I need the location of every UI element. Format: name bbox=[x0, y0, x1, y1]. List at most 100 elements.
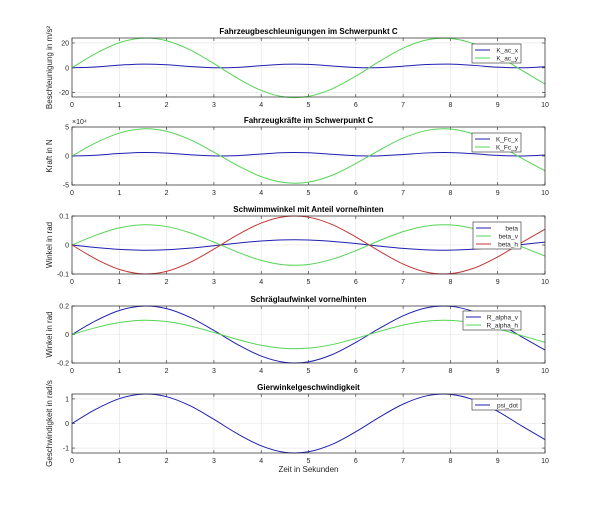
legend: K_ac_xK_ac_y bbox=[471, 43, 522, 64]
y-tick-label: 0.2 bbox=[59, 304, 69, 311]
legend-entry: beta bbox=[505, 225, 518, 232]
x-tick-label: 4 bbox=[259, 368, 263, 375]
axes-frame bbox=[71, 305, 546, 364]
x-tick-label: 10 bbox=[541, 458, 549, 465]
x-tick-label: 0 bbox=[70, 368, 74, 375]
axes-frame bbox=[71, 215, 546, 275]
y-axis-label: Geschwindigkeit in rad/s bbox=[45, 380, 54, 467]
legend-box bbox=[471, 398, 522, 411]
axes-frame bbox=[71, 37, 546, 98]
subplot-title: Schwimmwinkel mit Anteil vorne/hinten bbox=[233, 205, 384, 214]
y-tick-label: -1 bbox=[63, 446, 69, 453]
x-tick-label: 1 bbox=[117, 190, 121, 197]
y-tick-label: -0.2 bbox=[57, 361, 69, 368]
legend-entry: beta_v bbox=[498, 233, 518, 240]
x-tick-label: 4 bbox=[259, 458, 263, 465]
legend-entry: K_ac_y bbox=[496, 55, 518, 62]
x-tick-label: 9 bbox=[496, 102, 500, 109]
x-tick-label: 4 bbox=[259, 102, 263, 109]
x-tick-label: 1 bbox=[117, 368, 121, 375]
x-tick-label: 9 bbox=[496, 458, 500, 465]
x-tick-label: 1 bbox=[117, 279, 121, 286]
y-tick-label: -20 bbox=[59, 90, 69, 97]
x-tick-label: 0 bbox=[70, 190, 74, 197]
x-tick-label: 0 bbox=[70, 102, 74, 109]
x-tick-label: 9 bbox=[496, 368, 500, 375]
x-tick-label: 3 bbox=[212, 458, 216, 465]
x-tick-label: 5 bbox=[307, 368, 311, 375]
x-tick-label: 8 bbox=[448, 102, 452, 109]
series-line-beta bbox=[71, 239, 546, 251]
legend-entry: K_Fc_x bbox=[496, 136, 519, 143]
x-tick-label: 2 bbox=[165, 458, 169, 465]
x-tick-label: 10 bbox=[541, 368, 549, 375]
x-tick-label: 6 bbox=[354, 368, 358, 375]
y-exponent-label: ×10⁴ bbox=[72, 119, 87, 126]
x-tick-label: 3 bbox=[212, 368, 216, 375]
legend-entry: beta_h bbox=[498, 241, 518, 248]
x-tick-label: 10 bbox=[541, 279, 549, 286]
legend: psi_dot bbox=[471, 398, 522, 411]
y-tick-label: 0.1 bbox=[59, 214, 69, 221]
subplot-title: Fahrzeugbeschleunigungen im Schwerpunkt … bbox=[219, 27, 397, 36]
x-tick-label: 2 bbox=[165, 102, 169, 109]
subplot-1: 0 1 2 3 4 5 6 7 8 9 10-20020Fahrzeugbeschleunigung… bbox=[45, 26, 549, 109]
x-tick-label: 1 bbox=[117, 102, 121, 109]
y-axis-label: Winkel in rad bbox=[45, 222, 54, 268]
y-axis-label: Winkel in rad bbox=[45, 311, 54, 357]
x-tick-label: 10 bbox=[541, 102, 549, 109]
x-axis-label: Zeit in Sekunden bbox=[278, 465, 338, 474]
axes-frame bbox=[71, 126, 546, 186]
x-tick-label: 8 bbox=[448, 279, 452, 286]
y-tick-label: 1 bbox=[65, 396, 69, 403]
y-tick-label: 0 bbox=[65, 154, 69, 161]
legend: K_Fc_xK_Fc_y bbox=[471, 132, 522, 153]
y-tick-label: 0 bbox=[65, 421, 69, 428]
x-tick-label: 7 bbox=[401, 190, 405, 197]
series-line-beta-v bbox=[71, 224, 546, 266]
legend-entry: R_alpha_v bbox=[487, 314, 519, 321]
x-tick-label: 10 bbox=[541, 190, 549, 197]
x-tick-label: 1 bbox=[117, 458, 121, 465]
legend-entry: K_Fc_y bbox=[496, 144, 519, 151]
x-tick-label: 4 bbox=[259, 279, 263, 286]
x-tick-label: 7 bbox=[401, 368, 405, 375]
x-tick-label: 5 bbox=[307, 102, 311, 109]
subplot-title: Fahrzeugkräfte im Schwerpunkt C bbox=[244, 116, 374, 125]
x-tick-label: 7 bbox=[401, 279, 405, 286]
x-tick-label: 7 bbox=[401, 102, 405, 109]
x-tick-label: 8 bbox=[448, 458, 452, 465]
x-tick-label: 5 bbox=[307, 458, 311, 465]
y-tick-label: 0 bbox=[65, 243, 69, 250]
x-tick-label: 2 bbox=[165, 368, 169, 375]
x-tick-label: 7 bbox=[401, 458, 405, 465]
subplot-5: 0 1 2 3 4 5 6 7 8 9 10-101Gierwinkelgeschwindigkei… bbox=[45, 380, 549, 474]
x-tick-label: 3 bbox=[212, 279, 216, 286]
y-tick-label: -5 bbox=[63, 183, 69, 190]
x-tick-label: 9 bbox=[496, 190, 500, 197]
subplot-title: Gierwinkelgeschwindigkeit bbox=[257, 383, 360, 392]
axes-frame bbox=[71, 393, 546, 454]
y-tick-label: -0.1 bbox=[57, 272, 69, 279]
x-tick-label: 9 bbox=[496, 279, 500, 286]
series-line-k-fc-x bbox=[71, 152, 546, 157]
x-tick-label: 0 bbox=[70, 458, 74, 465]
y-tick-label: 20 bbox=[61, 40, 69, 47]
x-tick-label: 4 bbox=[259, 190, 263, 197]
series-line-k-fc-y bbox=[71, 128, 546, 184]
subplot-2: 0 1 2 3 4 5 6 7 8 9 10-505×10⁴ Fahrzeugkräfte im Sc… bbox=[45, 116, 549, 197]
legend-entry: K_ac_x bbox=[496, 47, 518, 54]
x-tick-label: 2 bbox=[165, 279, 169, 286]
x-tick-label: 3 bbox=[212, 190, 216, 197]
legend: R_alpha_vR_alpha_h bbox=[462, 310, 522, 331]
legend-entry: psi_dot bbox=[497, 402, 518, 409]
y-tick-label: 0 bbox=[65, 332, 69, 339]
y-axis-label: Kraft in N bbox=[45, 139, 54, 173]
x-tick-label: 8 bbox=[448, 368, 452, 375]
x-tick-label: 6 bbox=[354, 190, 358, 197]
x-tick-label: 6 bbox=[354, 279, 358, 286]
x-tick-label: 0 bbox=[70, 279, 74, 286]
